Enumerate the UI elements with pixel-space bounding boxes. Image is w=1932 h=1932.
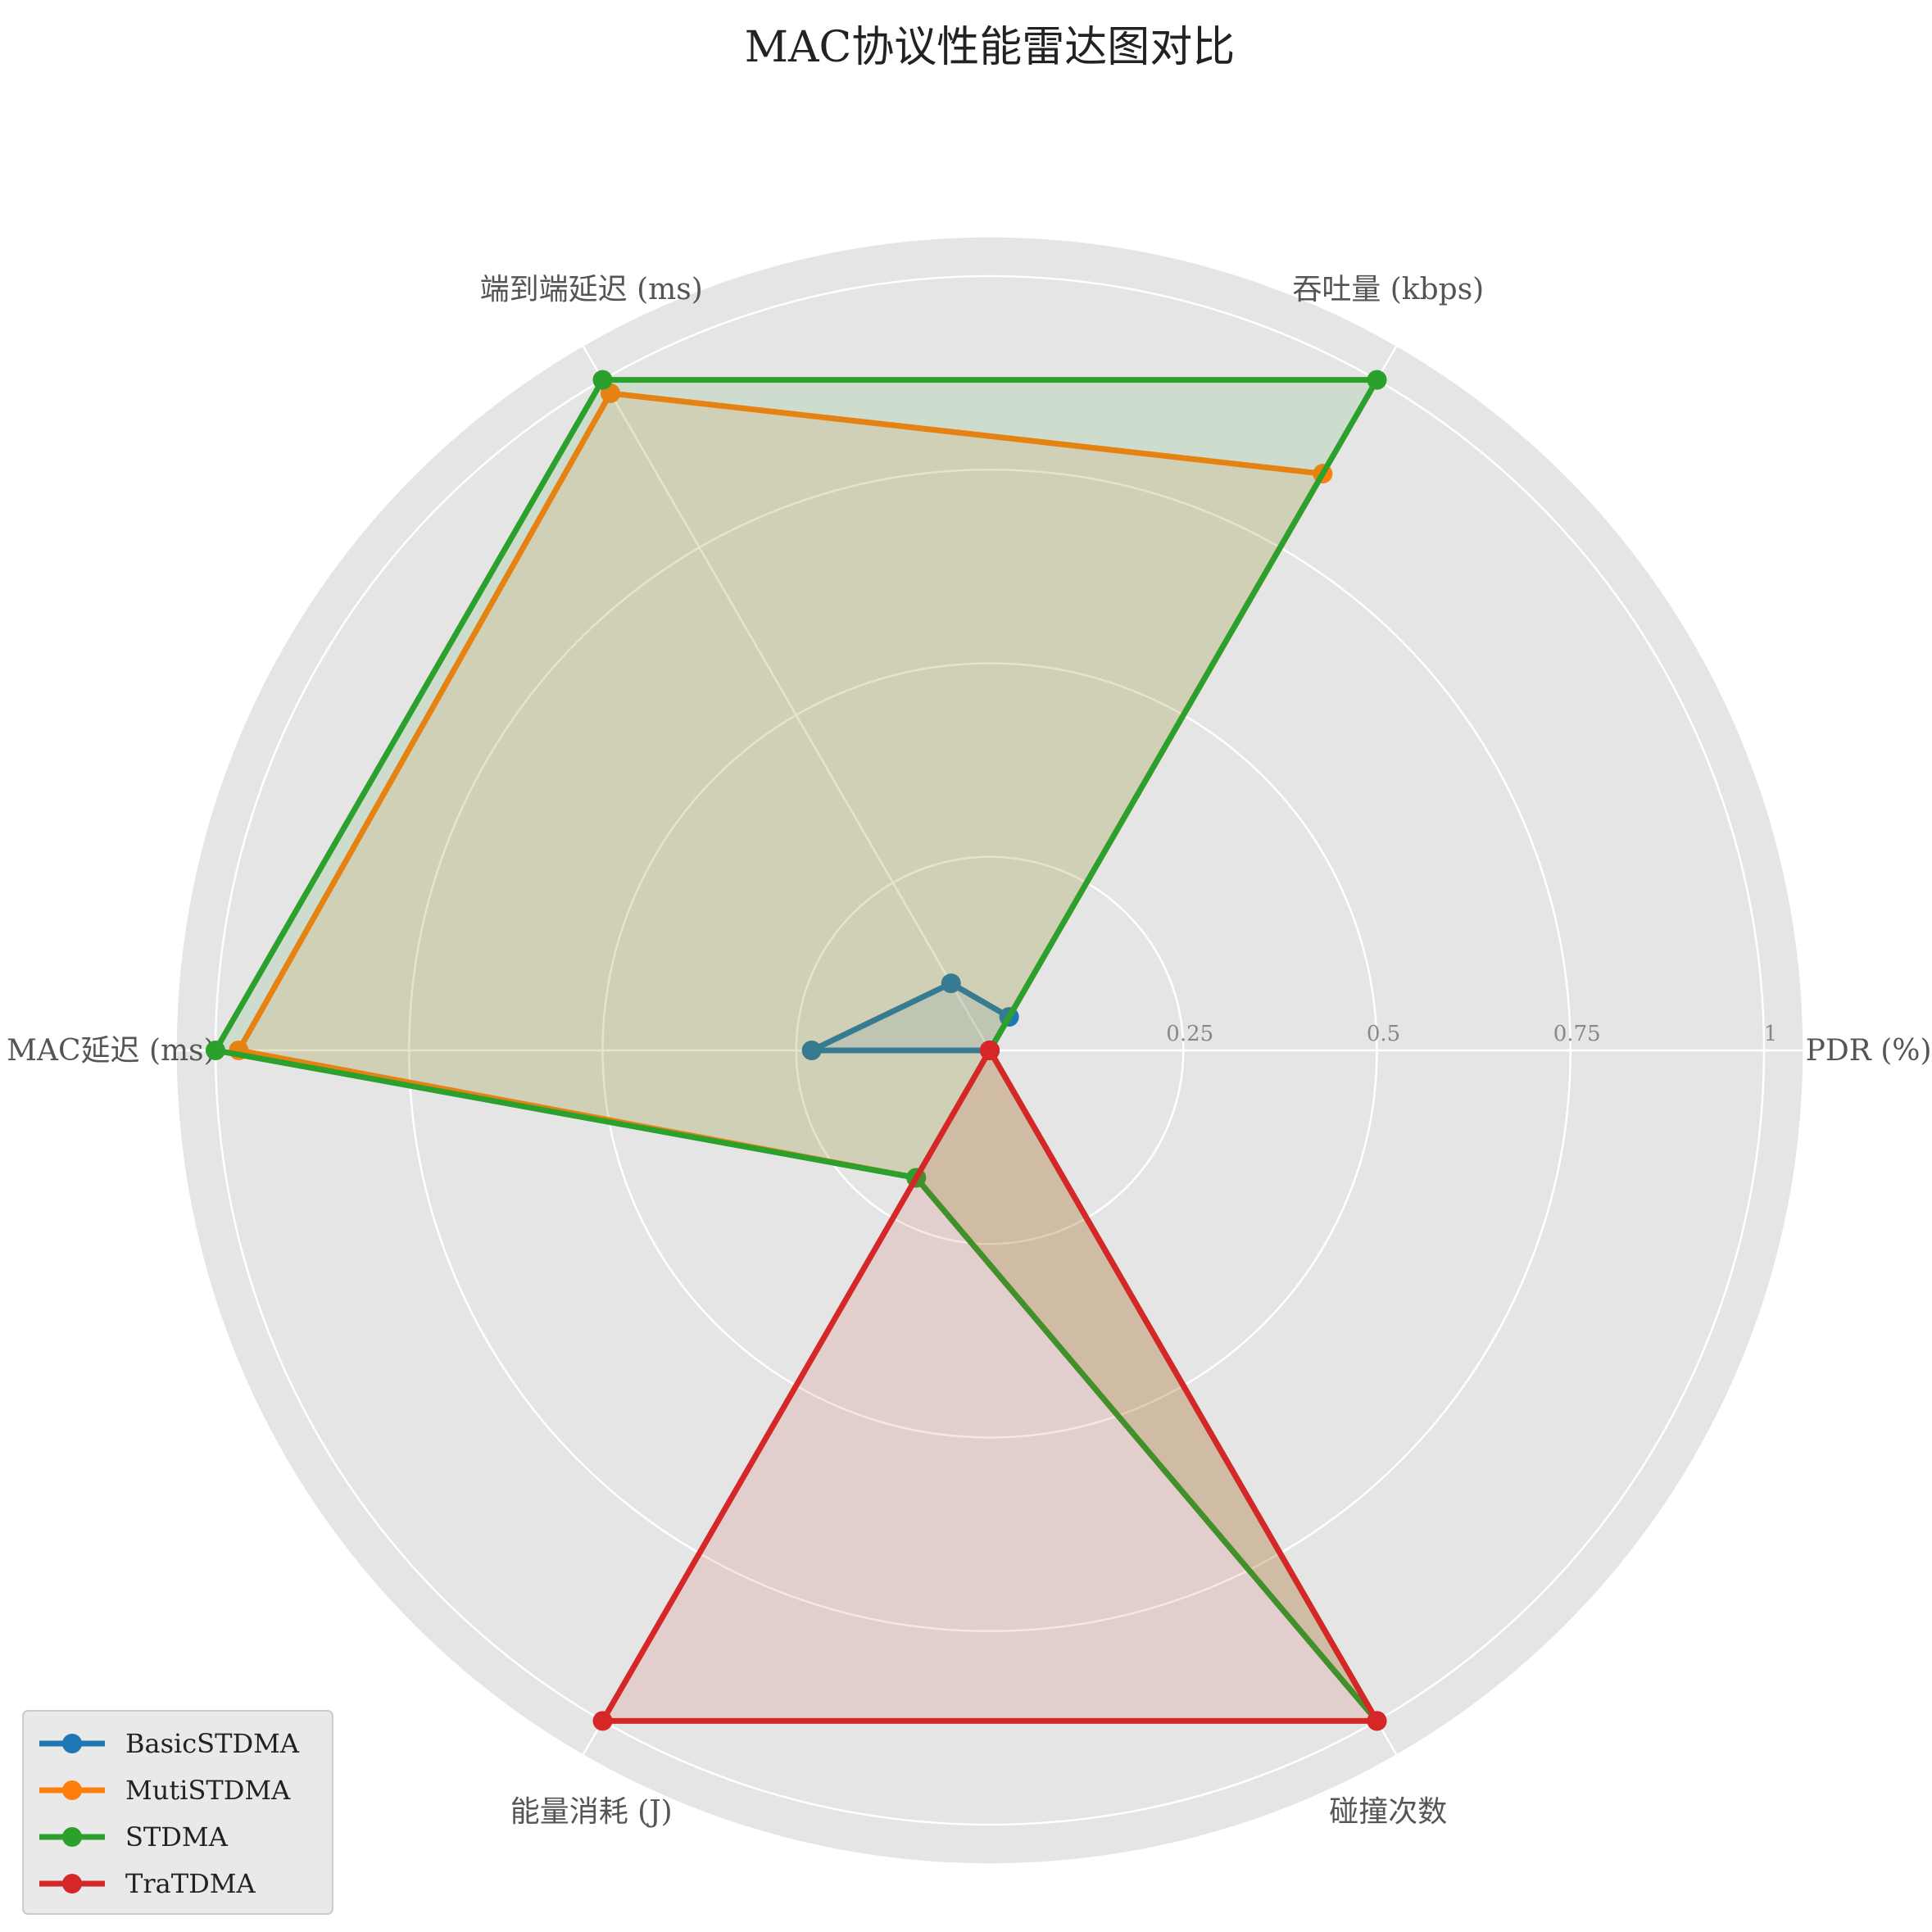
radial-tick-label: 1: [1764, 1022, 1778, 1046]
series-line: [600, 1047, 1380, 1724]
data-point: [592, 1711, 613, 1731]
data-point: [941, 973, 961, 994]
legend-item-tratdma[interactable]: TraTDMA: [39, 1868, 256, 1899]
series-fill: [811, 983, 1009, 1050]
series-tratdma: [592, 1041, 1387, 1731]
chart-title: MAC协议性能雷达图对比: [745, 23, 1236, 72]
radial-tick-label: 0.25: [1166, 1022, 1213, 1046]
radial-tick-labels: 0.25 0.5 0.75 1: [1166, 1022, 1777, 1046]
legend-marker: [62, 1874, 82, 1893]
data-point: [801, 1041, 822, 1060]
axis-label-4: MAC延迟 (ms): [7, 1034, 215, 1068]
axis-label-5: 能量消耗 (J): [510, 1795, 673, 1829]
data-point: [592, 370, 613, 390]
radial-tick-label: 0.5: [1367, 1022, 1400, 1046]
data-point: [1367, 370, 1387, 390]
grid-spoke-3: [582, 346, 991, 1051]
legend-marker: [62, 1780, 82, 1800]
data-point: [206, 1041, 225, 1060]
legend-item-basicstdma[interactable]: BasicSTDMA: [39, 1728, 300, 1759]
legend-label: MutiSTDMA: [125, 1775, 291, 1806]
data-series: [206, 370, 1387, 1731]
axis-label-2: 吞吐量 (kbps): [1292, 273, 1484, 306]
data-point: [980, 1041, 1000, 1060]
series-fill: [602, 1050, 1377, 1721]
legend-box: [22, 1710, 333, 1915]
legend-marker: [62, 1734, 82, 1753]
axis-label-1: PDR (%): [1806, 1034, 1932, 1068]
series-fill: [215, 379, 1377, 1721]
legend-label: TraTDMA: [125, 1868, 256, 1899]
legend-item-stdma[interactable]: STDMA: [39, 1821, 229, 1853]
series-fill: [238, 393, 1377, 1721]
legend-label: BasicSTDMA: [125, 1728, 300, 1759]
legend-marker: [62, 1827, 82, 1847]
axis-label-3: 端到端延迟 (ms): [480, 273, 703, 306]
legend[interactable]: BasicSTDMA MutiSTDMA STDMA TraTDMA: [22, 1710, 333, 1915]
radial-tick-label: 0.75: [1553, 1022, 1601, 1046]
legend-label: STDMA: [125, 1821, 229, 1853]
legend-item-mutistdma[interactable]: MutiSTDMA: [39, 1775, 291, 1806]
axis-label-6: 碰撞次数: [1329, 1795, 1447, 1829]
axis-labels: PDR (%) 吞吐量 (kbps) 端到端延迟 (ms) MAC延迟 (ms) 能量消…: [7, 273, 1931, 1829]
data-point: [1367, 1711, 1387, 1731]
